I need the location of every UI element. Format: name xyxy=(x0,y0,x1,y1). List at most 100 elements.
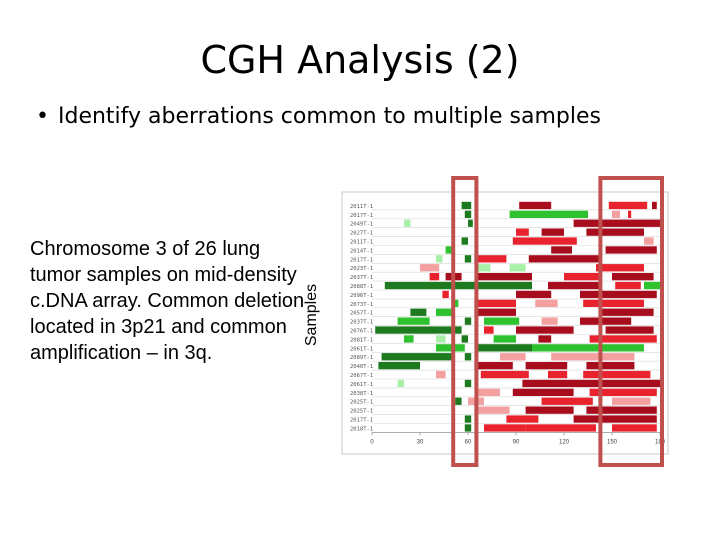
cnv-segment xyxy=(420,264,440,272)
cnv-segment xyxy=(580,317,632,325)
cnv-segment xyxy=(404,335,414,343)
sample-label: 2018T-1 xyxy=(350,426,373,432)
sample-label: 2014T-1 xyxy=(350,248,373,254)
cnv-segment xyxy=(599,308,654,316)
bullet-item: • Identify aberrations common to multiple… xyxy=(36,104,601,129)
cnv-segment xyxy=(580,290,657,299)
cnv-segment xyxy=(378,362,420,370)
cnv-segment xyxy=(589,335,657,343)
cnv-segment xyxy=(535,299,558,307)
x-tick-label: 150 xyxy=(607,439,618,445)
cnv-segment xyxy=(455,397,462,405)
sample-label: 2040T-1 xyxy=(350,364,373,370)
cnv-segment xyxy=(474,406,510,414)
cnv-segment xyxy=(477,264,491,272)
sample-label: 2025T-1 xyxy=(350,409,373,415)
cnv-segment xyxy=(436,308,452,316)
sample-label: 2081T-1 xyxy=(350,337,373,343)
cnv-segment xyxy=(484,424,526,432)
cnv-segment xyxy=(477,344,532,352)
cnv-segment xyxy=(484,326,494,334)
cnv-segment xyxy=(461,237,468,245)
highlight-box xyxy=(451,176,479,467)
cnv-segment xyxy=(564,273,600,281)
cnv-segment xyxy=(484,317,520,325)
cnv-segment xyxy=(461,335,468,343)
cnv-segment xyxy=(586,362,635,370)
cnv-segment xyxy=(509,264,526,272)
cnv-segment xyxy=(548,281,600,290)
cnv-segment xyxy=(474,362,513,370)
sample-label: 2089T-1 xyxy=(350,355,373,361)
cnv-segment xyxy=(464,317,472,325)
cnv-segment xyxy=(442,290,449,299)
sample-label: 2017T-1 xyxy=(350,418,373,424)
cnv-segment xyxy=(381,353,452,361)
sample-label: 2038T-1 xyxy=(350,391,373,397)
x-tick-label: 90 xyxy=(513,439,520,445)
x-tick-label: 60 xyxy=(465,439,472,445)
sample-label: 2025T-1 xyxy=(350,400,373,406)
cnv-segment xyxy=(461,201,472,210)
sample-label: 2057T-1 xyxy=(350,311,373,317)
sample-label: 2011T-1 xyxy=(350,240,373,246)
cnv-segment xyxy=(468,219,473,227)
cnv-segment xyxy=(512,388,574,396)
cnv-segment xyxy=(464,353,472,361)
cnv-segment xyxy=(477,273,532,281)
cnv-segment xyxy=(519,201,552,210)
sample-label: 2049T-1 xyxy=(350,222,373,228)
cnv-segment xyxy=(528,255,600,263)
cnv-segment xyxy=(596,264,644,272)
cnv-segment xyxy=(628,210,632,218)
cnv-segment xyxy=(375,326,462,334)
cnv-segment xyxy=(644,237,654,245)
sample-label: 2017T-1 xyxy=(350,257,373,263)
cnv-segment xyxy=(429,273,440,281)
cnv-segment xyxy=(445,246,452,254)
cnv-segment xyxy=(410,308,427,316)
sample-label: 2037T-1 xyxy=(350,275,373,281)
cnv-segment xyxy=(583,370,651,379)
sample-label: 2023T-1 xyxy=(350,266,373,272)
x-tick-label: 30 xyxy=(417,439,424,445)
bullet-dot-icon: • xyxy=(36,104,49,129)
cnv-segment xyxy=(436,370,446,379)
cnv-segment xyxy=(480,370,529,379)
cnv-segment xyxy=(404,219,411,227)
cnv-segment xyxy=(573,415,657,423)
cnv-segment xyxy=(612,210,620,218)
cnv-segment xyxy=(522,379,660,388)
cnv-segment xyxy=(397,379,404,388)
cnv-segment xyxy=(493,335,516,343)
cnv-segment xyxy=(551,246,572,254)
cnv-segment xyxy=(532,344,644,352)
highlight-box xyxy=(598,176,665,467)
sample-label: 2073T-1 xyxy=(350,302,373,308)
sample-label: 2067T-1 xyxy=(350,373,373,379)
cnv-segment xyxy=(474,299,516,307)
cnv-segment xyxy=(525,362,568,370)
highlight-regions xyxy=(451,176,665,467)
sample-label: 2011T-1 xyxy=(350,204,373,210)
cnv-segment xyxy=(589,388,657,396)
sample-label: 2061T-1 xyxy=(350,346,373,352)
cnv-segment xyxy=(506,415,539,423)
cnv-segment xyxy=(541,397,593,405)
cnv-segment xyxy=(516,228,529,236)
cnv-segment xyxy=(612,273,654,281)
cnv-segment xyxy=(397,317,430,325)
cnv-segment xyxy=(612,424,657,432)
cnv-segment xyxy=(605,326,654,334)
cnv-segment xyxy=(512,237,577,245)
cnv-segment xyxy=(464,255,472,263)
sample-label: 2037T-1 xyxy=(350,320,373,326)
cnv-segment xyxy=(474,255,507,263)
cnv-segment xyxy=(509,210,588,218)
cnv-segment xyxy=(612,397,651,405)
cnv-segment xyxy=(541,317,558,325)
slide-title: CGH Analysis (2) xyxy=(200,38,520,82)
x-tick-label: 120 xyxy=(559,439,570,445)
cnv-segment xyxy=(436,335,446,343)
